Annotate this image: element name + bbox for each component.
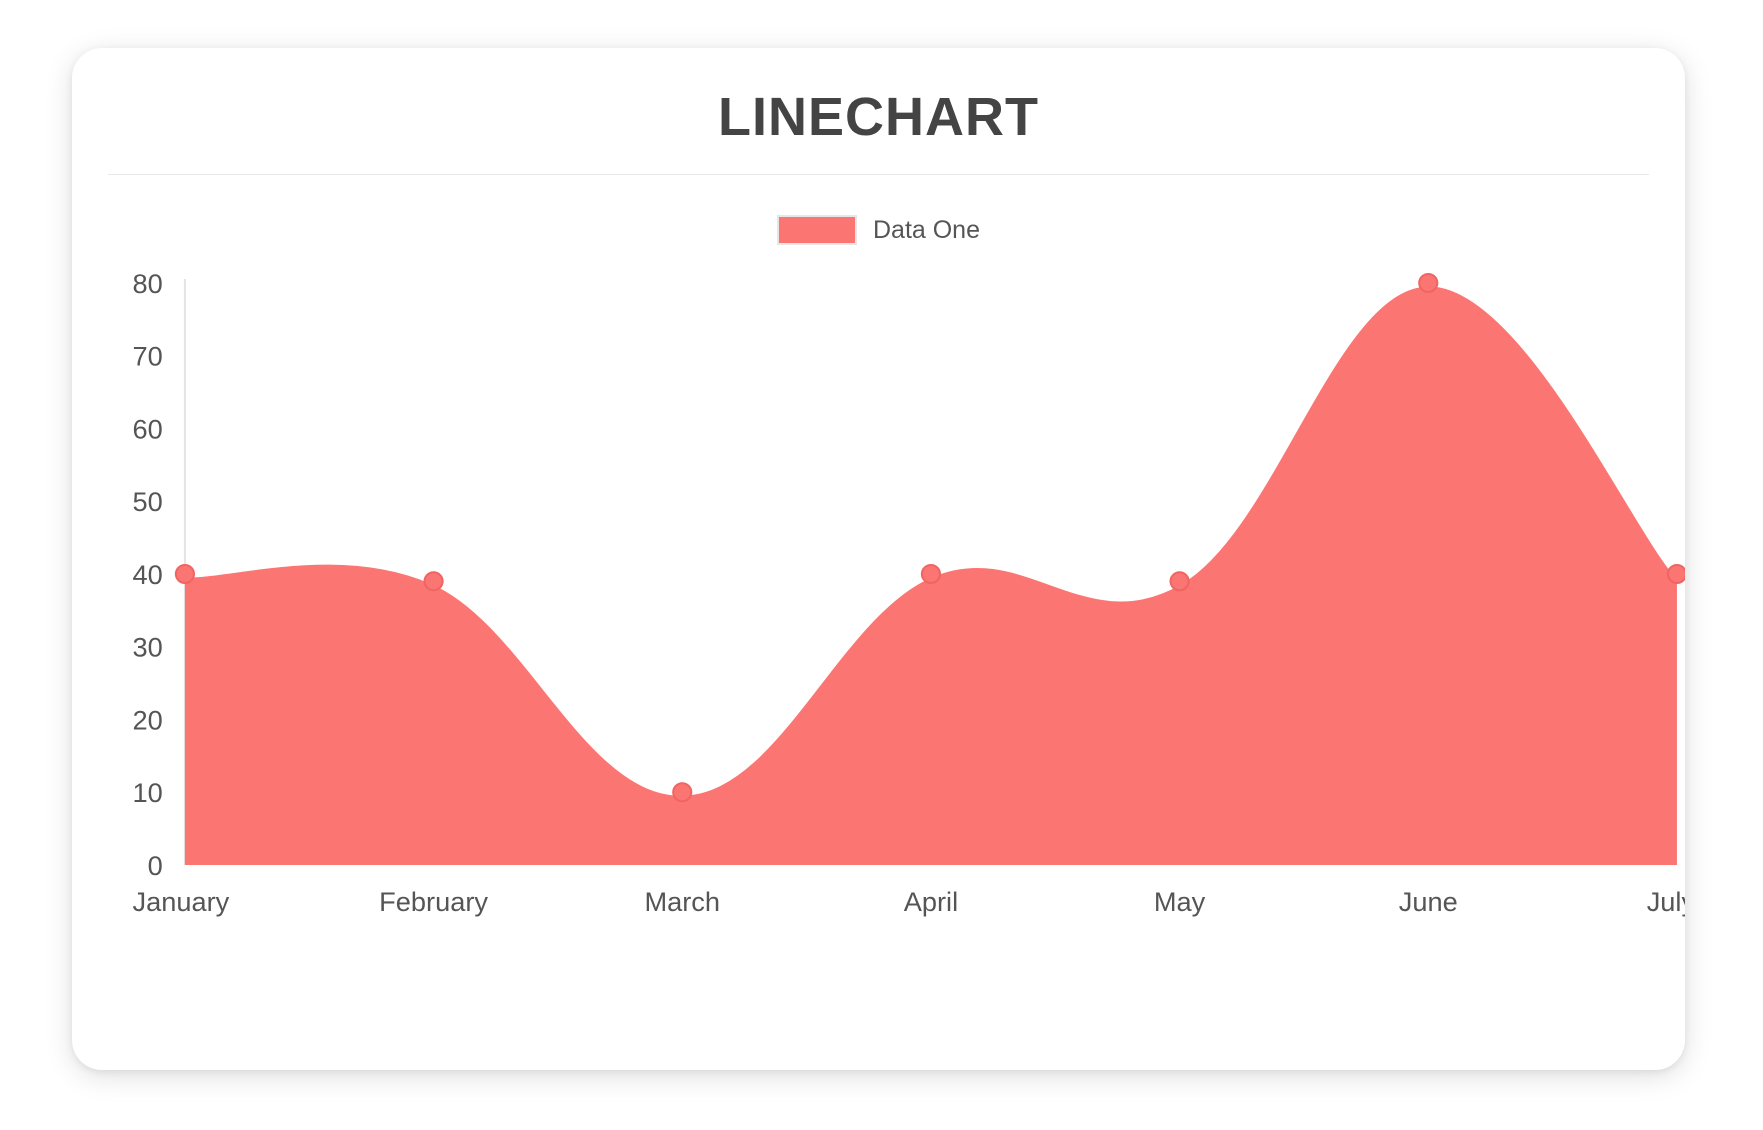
x-axis-tick-label: June <box>1399 886 1458 917</box>
y-axis-tick-label: 20 <box>132 705 162 736</box>
y-axis-tick-label: 0 <box>148 850 163 881</box>
page-title: LINECHART <box>718 87 1039 147</box>
legend-item-label: Data One <box>872 215 980 244</box>
y-axis-tick-label: 40 <box>132 559 162 590</box>
legend-item-data-one[interactable]: Data One <box>776 215 980 245</box>
x-axis-tick-label: April <box>904 886 958 917</box>
y-axis-tick-label: 80 <box>132 268 162 299</box>
plot-area: 0 10 20 30 40 50 60 70 80 January February March Ap… <box>72 261 1685 961</box>
x-axis-tick-label: March <box>644 886 720 917</box>
chart-legend: Data One <box>72 215 1685 245</box>
x-axis-tick-label: May <box>1154 886 1206 917</box>
data-point-marker[interactable] <box>174 564 195 584</box>
x-axis-tick-label: January <box>132 886 229 917</box>
y-axis-tick-label: 30 <box>132 632 162 663</box>
data-point-marker[interactable] <box>423 571 444 592</box>
data-point-marker[interactable] <box>1666 564 1685 584</box>
legend-swatch-icon <box>776 215 857 245</box>
y-axis-tick-label: 50 <box>132 486 162 517</box>
y-axis-tick-label: 70 <box>132 341 162 372</box>
data-point-marker[interactable] <box>672 782 693 803</box>
y-axis-tick-label: 10 <box>132 777 162 808</box>
series-area-data-one <box>184 282 1677 865</box>
data-point-marker[interactable] <box>1418 273 1439 293</box>
x-axis-tick-label: February <box>379 886 488 917</box>
title-divider <box>108 174 1649 175</box>
series-point-markers <box>174 273 1685 803</box>
y-axis-ticks: 0 10 20 30 40 50 60 70 80 <box>132 268 162 881</box>
data-point-marker[interactable] <box>920 564 942 584</box>
line-chart[interactable]: 0 10 20 30 40 50 60 70 80 January February March Ap… <box>72 261 1685 961</box>
x-axis-ticks: January February March April May June July <box>132 886 1685 917</box>
data-point-marker[interactable] <box>1169 571 1190 592</box>
chart-card: LINECHART Data One 0 10 20 30 40 50 60 70 80 Jan… <box>72 48 1685 1070</box>
y-axis-tick-label: 60 <box>132 414 162 445</box>
x-axis-tick-label: July <box>1647 886 1685 917</box>
